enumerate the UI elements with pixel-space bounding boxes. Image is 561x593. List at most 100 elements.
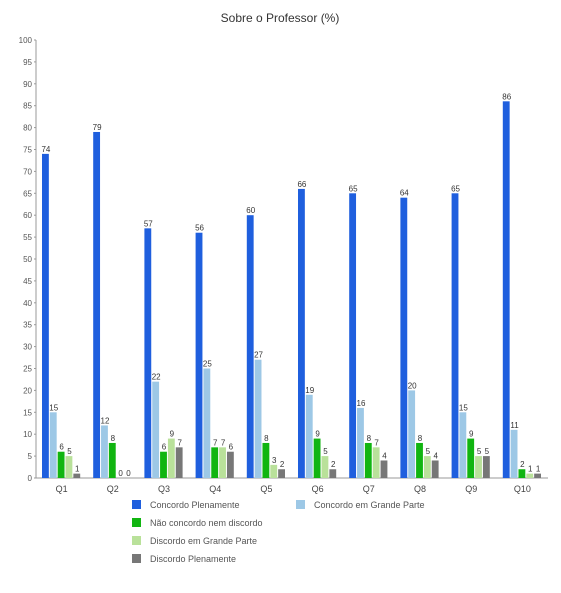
data-label: 57 bbox=[144, 219, 153, 228]
y-tick-label: 25 bbox=[23, 365, 32, 374]
y-tick-label: 0 bbox=[28, 474, 33, 483]
data-label: 1 bbox=[536, 465, 541, 474]
legend: Concordo Plenamente Concordo em Grande Pa… bbox=[132, 500, 425, 564]
bar bbox=[329, 469, 337, 478]
x-tick-label: Q3 bbox=[158, 484, 170, 494]
data-label: 6 bbox=[229, 443, 234, 452]
x-tick-label: Q1 bbox=[56, 484, 68, 494]
legend-label: Não concordo nem discordo bbox=[150, 518, 263, 528]
y-tick-label: 5 bbox=[28, 452, 33, 461]
y-tick-label: 10 bbox=[23, 430, 32, 439]
data-label: 12 bbox=[101, 416, 110, 425]
bar bbox=[262, 442, 270, 478]
data-label: 16 bbox=[357, 399, 366, 408]
data-label: 56 bbox=[195, 224, 204, 233]
bar bbox=[73, 473, 81, 478]
data-label: 9 bbox=[315, 430, 320, 439]
bar bbox=[400, 197, 408, 478]
x-tick-label: Q9 bbox=[465, 484, 477, 494]
bar bbox=[534, 473, 541, 478]
data-label: 9 bbox=[469, 430, 474, 439]
data-label: 3 bbox=[272, 456, 277, 465]
bar bbox=[246, 215, 254, 478]
data-label: 8 bbox=[264, 434, 269, 443]
x-tick-label: Q5 bbox=[260, 484, 272, 494]
data-label: 22 bbox=[152, 373, 161, 382]
data-label: 20 bbox=[408, 381, 417, 390]
data-label: 5 bbox=[323, 447, 328, 456]
x-tick-label: Q2 bbox=[107, 484, 119, 494]
bar bbox=[57, 451, 65, 478]
bar bbox=[152, 381, 160, 478]
bar bbox=[49, 412, 57, 478]
data-label: 6 bbox=[59, 443, 64, 452]
bar bbox=[313, 438, 321, 478]
data-label: 2 bbox=[280, 460, 285, 469]
data-label: 9 bbox=[170, 430, 175, 439]
data-label: 1 bbox=[528, 465, 533, 474]
bar bbox=[431, 460, 439, 478]
data-label: 7 bbox=[213, 438, 218, 447]
y-tick-label: 50 bbox=[23, 255, 32, 264]
y-tick-label: 75 bbox=[23, 146, 32, 155]
bar bbox=[372, 447, 380, 478]
data-label: 0 bbox=[118, 469, 123, 478]
bar bbox=[357, 407, 364, 478]
data-label: 25 bbox=[203, 360, 212, 369]
bar bbox=[219, 447, 226, 478]
bar bbox=[467, 438, 475, 478]
data-label: 4 bbox=[382, 451, 387, 460]
bar bbox=[93, 131, 101, 479]
y-tick-label: 35 bbox=[23, 321, 32, 330]
data-label: 7 bbox=[374, 438, 379, 447]
bar bbox=[305, 394, 313, 478]
data-label: 64 bbox=[400, 189, 409, 198]
y-tick-label: 30 bbox=[23, 343, 32, 352]
y-tick-label: 80 bbox=[23, 124, 32, 133]
y-tick-label: 55 bbox=[23, 233, 32, 242]
bar bbox=[518, 469, 526, 478]
data-label: 5 bbox=[485, 447, 490, 456]
legend-label: Concordo Plenamente bbox=[150, 500, 240, 510]
bar bbox=[380, 460, 388, 478]
legend-swatch bbox=[132, 554, 141, 563]
bar bbox=[502, 101, 510, 478]
bar bbox=[167, 438, 175, 478]
legend-swatch bbox=[132, 500, 141, 509]
legend-swatch bbox=[132, 518, 141, 527]
data-label: 11 bbox=[510, 421, 519, 430]
y-tick-label: 70 bbox=[23, 167, 32, 176]
bar bbox=[298, 188, 305, 479]
data-label: 66 bbox=[297, 180, 306, 189]
data-label: 4 bbox=[433, 451, 438, 460]
data-label: 60 bbox=[246, 206, 255, 215]
data-label: 5 bbox=[67, 447, 72, 456]
data-label: 2 bbox=[520, 460, 525, 469]
data-label: 15 bbox=[459, 403, 468, 412]
bar bbox=[175, 447, 183, 478]
bar bbox=[226, 451, 234, 478]
bar bbox=[451, 193, 459, 479]
x-tick-label: Q8 bbox=[414, 484, 426, 494]
y-tick-label: 15 bbox=[23, 408, 32, 417]
x-tick-label: Q4 bbox=[209, 484, 221, 494]
x-tick-label: Q6 bbox=[312, 484, 324, 494]
data-label: 8 bbox=[418, 434, 423, 443]
bar bbox=[408, 390, 416, 478]
y-tick-label: 40 bbox=[23, 299, 32, 308]
legend-swatch bbox=[296, 500, 305, 509]
bar bbox=[144, 228, 152, 478]
y-tick-label: 95 bbox=[23, 58, 32, 67]
data-label: 5 bbox=[426, 447, 431, 456]
legend-label: Discordo Plenamente bbox=[150, 554, 236, 564]
data-label: 65 bbox=[349, 184, 358, 193]
data-label: 7 bbox=[177, 438, 182, 447]
bar bbox=[278, 469, 285, 478]
bar bbox=[108, 442, 116, 478]
data-label: 6 bbox=[162, 443, 167, 452]
x-tick-label: Q7 bbox=[363, 484, 375, 494]
bar bbox=[364, 442, 372, 478]
